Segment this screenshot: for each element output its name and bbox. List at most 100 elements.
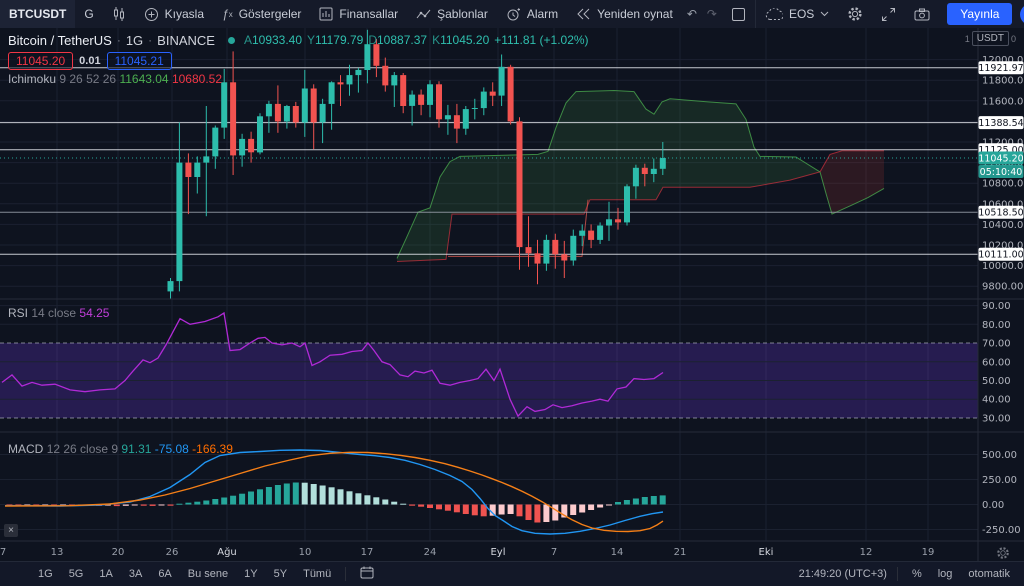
- range-5y[interactable]: 5Y: [273, 568, 288, 580]
- time-axis-gear-icon[interactable]: [996, 546, 1010, 563]
- svg-text:-250.00: -250.00: [982, 525, 1021, 536]
- log-scale-button[interactable]: log: [937, 568, 953, 580]
- macd-hist-value: 91.31: [121, 442, 152, 456]
- svg-text:Eki: Eki: [759, 547, 774, 558]
- svg-text:9800.00: 9800.00: [982, 282, 1023, 293]
- alert-button[interactable]: Alarm: [497, 0, 567, 28]
- percent-scale-button[interactable]: %: [911, 568, 922, 580]
- svg-text:19: 19: [922, 547, 935, 558]
- macd-legend[interactable]: MACD 12 26 close 9 91.31 -75.08 -166.39: [8, 442, 233, 456]
- replay-icon: [576, 8, 591, 20]
- range-1a[interactable]: 1A: [99, 568, 113, 580]
- svg-text:11921.97: 11921.97: [978, 63, 1023, 74]
- compare-icon: [144, 7, 159, 22]
- svg-text:60.00: 60.00: [982, 357, 1011, 368]
- svg-text:11045.20: 11045.20: [978, 154, 1023, 165]
- range-ytd[interactable]: Bu sene: [187, 568, 229, 580]
- macd-line-value: -75.08: [154, 442, 189, 456]
- chart-area: 12000.00 11800.00 11600.00 1 14 0 0.00 11200.00…: [0, 28, 1024, 562]
- ohlc-open: A10933.40: [243, 33, 303, 47]
- macd-params: 12 26 close 9: [46, 442, 119, 456]
- ichimoku-value-1: 11643.04: [119, 72, 169, 86]
- settings-button[interactable]: [838, 0, 872, 28]
- clock-label[interactable]: 21:49:20 (UTC+3): [798, 568, 887, 580]
- indicators-label: Göstergeler: [238, 7, 302, 21]
- svg-text:14: 14: [611, 547, 624, 558]
- compare-label: Kıyasla: [164, 7, 205, 21]
- chevron-down-icon: [820, 11, 829, 17]
- compare-button[interactable]: Kıyasla: [135, 0, 213, 28]
- svg-text:10000.00: 10000.00: [982, 261, 1024, 272]
- currency-chip[interactable]: USDT: [971, 31, 1009, 46]
- svg-text:10200.00: 10200.00: [982, 241, 1024, 252]
- svg-text:12: 12: [860, 547, 873, 558]
- bottom-separator: [345, 567, 347, 581]
- rsi-legend[interactable]: RSI 14 close 54.25: [8, 306, 109, 320]
- rsi-name: RSI: [8, 306, 29, 320]
- close-icon[interactable]: ×: [4, 524, 18, 537]
- range-5g[interactable]: 5G: [68, 568, 84, 580]
- cloud-label: EOS: [788, 7, 815, 21]
- bid-button[interactable]: 11045.20: [8, 52, 74, 70]
- replay-button[interactable]: Yeniden oynat: [567, 0, 682, 28]
- publish-button[interactable]: Yayınla: [947, 3, 1013, 25]
- spread-value: 0.01: [79, 55, 101, 67]
- legend-sep: ·: [148, 33, 153, 47]
- svg-text:30.00: 30.00: [982, 414, 1011, 425]
- axis-corner-right: 0: [1010, 33, 1016, 44]
- auto-scale-button[interactable]: otomatik: [968, 568, 1010, 580]
- play-button[interactable]: ▶: [1020, 3, 1024, 25]
- svg-text:90.00: 90.00: [982, 301, 1011, 312]
- svg-text:10400.00: 10400.00: [982, 220, 1024, 231]
- svg-text:17: 17: [361, 547, 374, 558]
- svg-text:250.00: 250.00: [982, 475, 1017, 486]
- svg-text:05:10:40: 05:10:40: [980, 167, 1023, 178]
- chart-canvas[interactable]: 12000.00 11800.00 11600.00 1 14 0 0.00 11200.00…: [0, 28, 1024, 562]
- chart-style-button[interactable]: [103, 0, 135, 28]
- svg-text:11600.00: 11600.00: [982, 96, 1024, 107]
- cloud-icon: [765, 7, 783, 21]
- symbol-button[interactable]: BTCUSDT: [0, 0, 76, 28]
- market-status-dot: [227, 37, 235, 44]
- snapshot-button[interactable]: [905, 0, 939, 28]
- ohlc-close: K11045.20: [432, 33, 490, 47]
- ichimoku-params: 9 26 52 26: [59, 72, 117, 86]
- financials-button[interactable]: Finansallar: [310, 0, 407, 28]
- svg-text:26: 26: [166, 547, 179, 558]
- svg-text:11200.00: 11200.00: [982, 138, 1024, 149]
- go-to-date-icon[interactable]: [352, 566, 382, 582]
- templates-button[interactable]: Şablonlar: [407, 0, 497, 28]
- ask-button[interactable]: 11045.21: [106, 52, 172, 70]
- svg-text:11125.00: 11125.00: [978, 145, 1023, 156]
- range-6a[interactable]: 6A: [158, 568, 172, 580]
- redo-button[interactable]: ↷: [706, 7, 717, 21]
- templates-label: Şablonlar: [437, 7, 488, 21]
- svg-text:10600.00: 10600.00: [982, 199, 1024, 210]
- range-3a[interactable]: 3A: [128, 568, 143, 580]
- undo-button[interactable]: ↶: [686, 7, 697, 21]
- alarm-clock-icon: [506, 7, 521, 22]
- range-all[interactable]: Tümü: [303, 568, 332, 580]
- svg-text:10111.00: 10111.00: [978, 250, 1023, 261]
- layout-button[interactable]: [722, 0, 755, 28]
- bottom-toolbar: 1G 5G 1A 3A 6A Bu sene 1Y 5Y Tümü 21:49:…: [0, 561, 1024, 586]
- price-axis-header: 1 USDT 0: [965, 31, 1016, 46]
- interval-button[interactable]: G: [75, 0, 102, 28]
- svg-text:50.00: 50.00: [982, 376, 1011, 387]
- macd-name: MACD: [8, 442, 44, 456]
- bottom-separator: [896, 567, 898, 581]
- financials-label: Finansallar: [339, 7, 399, 21]
- symbol-legend-row[interactable]: Bitcoin / TetherUS · 1G · BINANCE A10933…: [8, 32, 589, 49]
- range-1g[interactable]: 1G: [38, 568, 53, 580]
- svg-text:0.00: 0.00: [982, 500, 1004, 511]
- symbol-label: BTCUSDT: [9, 7, 67, 21]
- ichimoku-legend[interactable]: Ichimoku 9 26 52 26 11643.04 10680.52: [8, 72, 589, 86]
- cloud-save-button[interactable]: EOS: [756, 0, 838, 28]
- range-1y[interactable]: 1Y: [244, 568, 258, 580]
- fullscreen-button[interactable]: [872, 0, 905, 28]
- svg-text:10800.00: 10800.00: [982, 179, 1024, 190]
